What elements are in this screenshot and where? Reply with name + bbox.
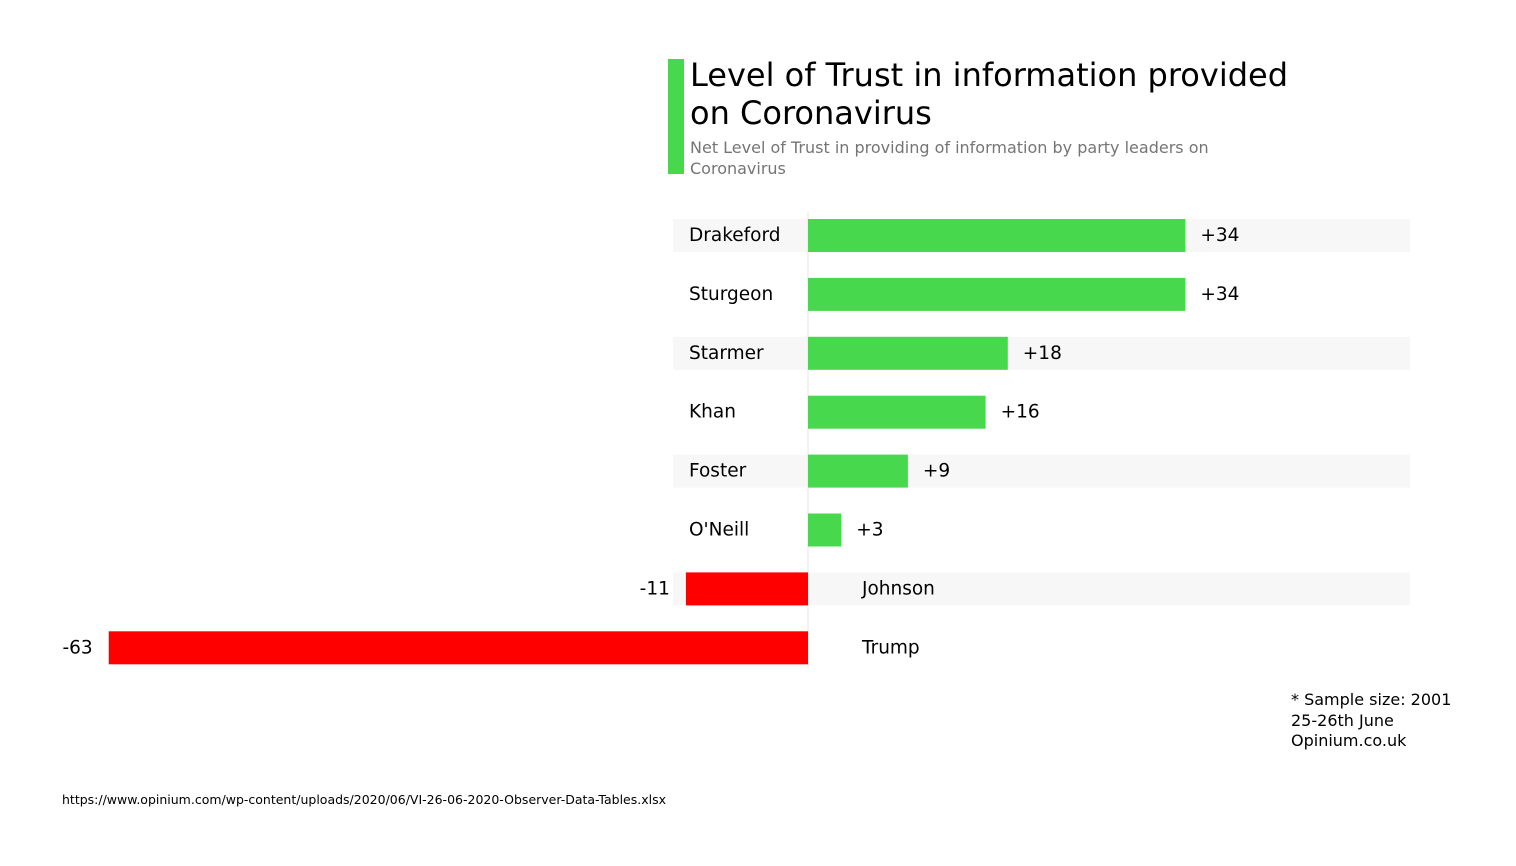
chart-notes: * Sample size: 2001 25-26th June Opinium… bbox=[1291, 690, 1451, 752]
source-site-note: Opinium.co.uk bbox=[1291, 731, 1407, 750]
bar bbox=[108, 631, 808, 665]
category-label: O'Neill bbox=[689, 520, 749, 541]
bar bbox=[808, 395, 986, 429]
bar bbox=[808, 513, 842, 547]
category-label: Johnson bbox=[861, 578, 935, 599]
category-label: Khan bbox=[689, 402, 736, 423]
value-label: -63 bbox=[62, 637, 92, 658]
bar bbox=[685, 572, 808, 606]
value-label: +3 bbox=[856, 520, 883, 541]
sample-size-note: * Sample size: 2001 bbox=[1291, 690, 1452, 709]
value-label: -11 bbox=[640, 578, 670, 599]
value-label: +16 bbox=[1001, 402, 1040, 423]
category-label: Trump bbox=[861, 637, 920, 658]
value-label: +34 bbox=[1200, 225, 1239, 246]
bar bbox=[808, 219, 1186, 252]
category-label: Drakeford bbox=[689, 225, 780, 246]
bar bbox=[808, 454, 908, 488]
chart-subtitle: Net Level of Trust in providing of infor… bbox=[690, 138, 1209, 178]
source-url: https://www.opinium.com/wp-content/uploa… bbox=[62, 792, 667, 807]
chart-title: Level of Trust in information provided o… bbox=[690, 56, 1289, 132]
value-label: +34 bbox=[1200, 284, 1239, 305]
date-note: 25-26th June bbox=[1291, 710, 1394, 730]
category-label: Starmer bbox=[689, 343, 764, 364]
row-band bbox=[673, 336, 1410, 370]
bar bbox=[808, 336, 1008, 370]
category-label: Foster bbox=[689, 461, 747, 482]
category-label: Sturgeon bbox=[689, 284, 773, 305]
value-label: +18 bbox=[1023, 343, 1062, 364]
row-band bbox=[673, 454, 1410, 488]
bar bbox=[808, 277, 1186, 311]
value-label: +9 bbox=[923, 461, 950, 482]
title-accent-bar bbox=[668, 59, 684, 174]
